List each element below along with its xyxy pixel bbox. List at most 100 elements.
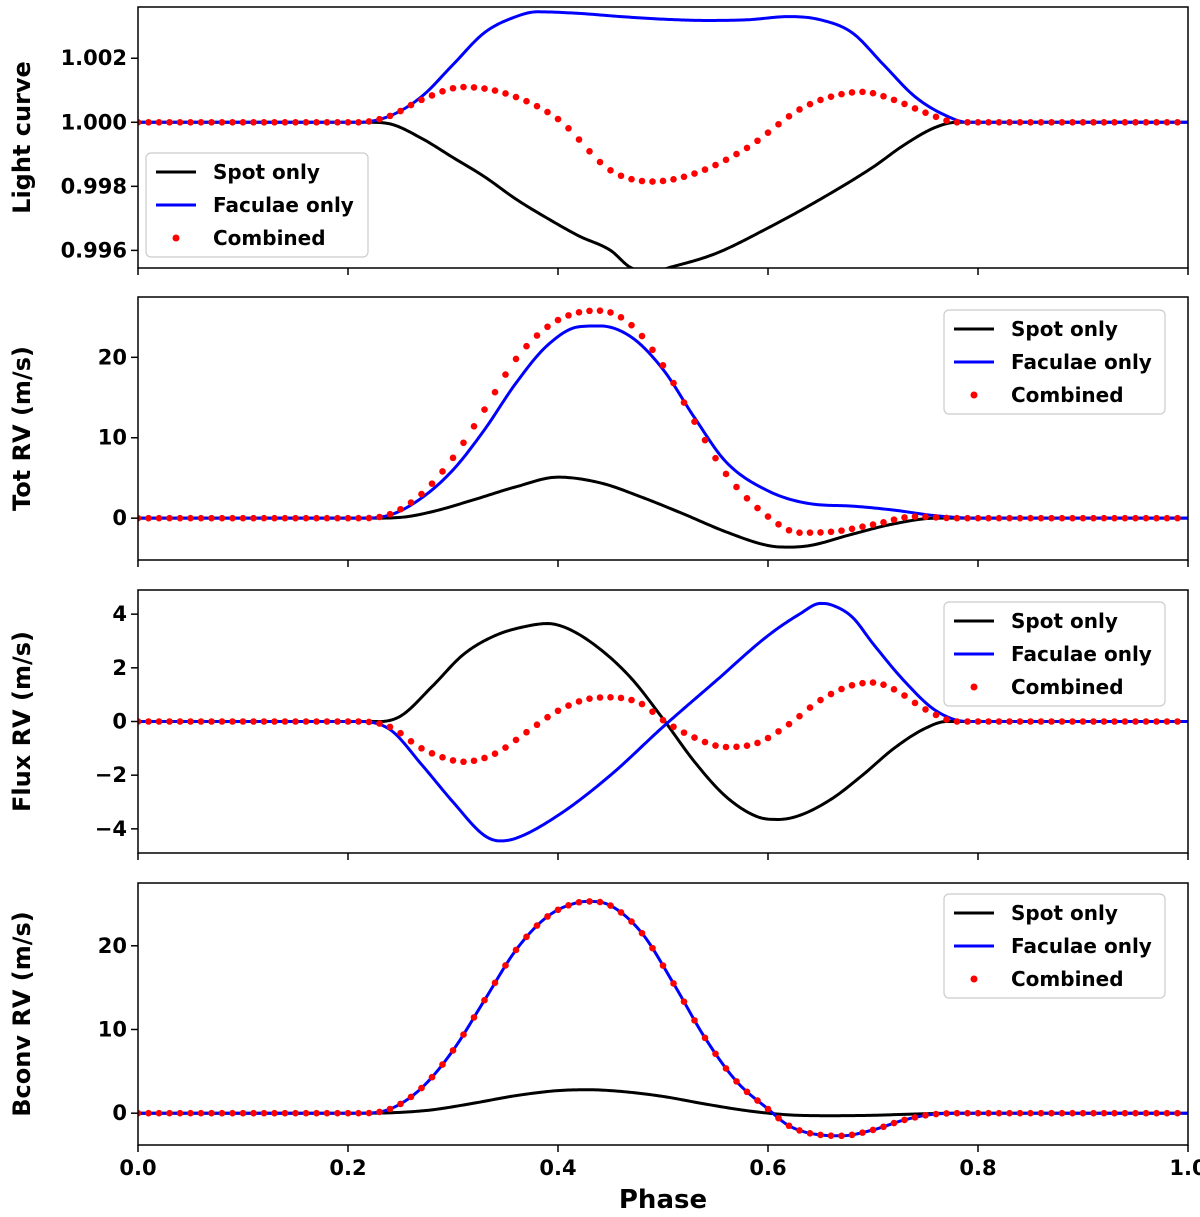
data-point-combined	[491, 750, 499, 757]
data-point-combined	[743, 144, 751, 152]
data-point-combined	[1048, 118, 1055, 126]
data-point-combined	[166, 718, 173, 725]
data-point-combined	[208, 118, 215, 126]
data-point-combined	[680, 998, 688, 1005]
legend-box	[145, 152, 369, 258]
y-tick-label: 1.002	[61, 46, 127, 70]
data-point-combined	[1142, 1109, 1150, 1117]
data-point-combined	[449, 84, 457, 92]
data-point-combined	[575, 136, 583, 143]
data-point-combined	[439, 1061, 446, 1068]
data-point-combined	[827, 93, 835, 100]
data-point-combined	[1111, 118, 1118, 126]
data-point-combined	[376, 720, 383, 727]
data-point-combined	[995, 1109, 1003, 1117]
data-point-combined	[733, 483, 740, 491]
data-point-combined	[890, 96, 898, 104]
data-point-combined	[1132, 514, 1139, 522]
data-point-combined	[901, 692, 908, 699]
data-point-combined	[323, 118, 331, 126]
data-point-combined	[869, 89, 877, 97]
data-point-combined	[1132, 118, 1139, 126]
data-point-combined	[890, 686, 898, 693]
data-point-combined	[607, 902, 614, 909]
data-point-combined	[796, 1127, 803, 1134]
data-point-combined	[292, 718, 299, 725]
data-point-combined	[1016, 514, 1024, 522]
data-point-combined	[292, 1109, 299, 1117]
data-point-combined	[166, 514, 173, 522]
data-point-combined	[187, 1109, 194, 1117]
data-point-combined	[208, 514, 215, 522]
data-point-combined	[1090, 1109, 1097, 1117]
data-point-combined	[659, 362, 667, 369]
data-point-combined	[817, 696, 824, 704]
data-point-combined	[1027, 1109, 1034, 1117]
data-point-combined	[943, 117, 950, 124]
data-point-combined	[1174, 514, 1181, 522]
legend-box	[943, 893, 1166, 999]
data-point-combined	[754, 1097, 761, 1104]
data-point-combined	[323, 718, 331, 725]
data-point-combined	[691, 418, 698, 425]
data-point-combined	[1079, 718, 1087, 725]
data-point-combined	[1174, 718, 1181, 725]
data-point-combined	[974, 1109, 982, 1117]
data-point-combined	[302, 514, 310, 522]
data-point-combined	[460, 758, 467, 766]
data-point-combined	[544, 323, 551, 331]
legend-label: Spot only	[213, 160, 320, 184]
data-point-combined	[691, 734, 698, 741]
data-point-combined	[638, 929, 646, 937]
legend-label: Spot only	[1011, 609, 1118, 633]
legend-label: Faculae only	[1011, 350, 1152, 374]
data-point-combined	[470, 84, 478, 91]
data-point-combined	[754, 739, 761, 747]
data-point-combined	[775, 120, 782, 128]
data-point-combined	[848, 681, 856, 689]
legend: Spot only Faculae only Combined	[145, 152, 369, 258]
data-point-combined	[1090, 118, 1097, 126]
data-point-combined	[953, 118, 961, 126]
data-point-combined	[428, 92, 436, 99]
data-point-combined	[1037, 514, 1045, 522]
data-point-combined	[1121, 718, 1129, 725]
legend-dot-swatch	[970, 391, 978, 399]
data-point-combined	[533, 721, 541, 729]
data-point-combined	[586, 695, 593, 702]
legend: Spot only Faculae only Combined	[943, 893, 1166, 999]
data-point-combined	[138, 1109, 142, 1117]
x-tick-label: 0.6	[749, 1156, 786, 1180]
data-point-combined	[533, 102, 541, 110]
data-point-combined	[628, 918, 635, 925]
data-point-combined	[764, 513, 772, 520]
data-point-combined	[628, 175, 635, 183]
data-point-combined	[1069, 514, 1076, 522]
data-point-combined	[817, 96, 824, 104]
legend: Spot only Faculae only Combined	[943, 601, 1166, 707]
panel-3: −4 −2 0 2 4 Flux RV (m/s) Spot only Faculae onl…	[8, 589, 1189, 860]
data-point-combined	[859, 1129, 866, 1136]
data-point-combined	[596, 158, 604, 166]
data-point-combined	[1006, 514, 1013, 522]
data-point-combined	[512, 946, 520, 954]
data-point-combined	[1111, 1109, 1118, 1117]
data-point-combined	[922, 513, 929, 521]
data-point-combined	[733, 150, 740, 158]
data-point-combined	[596, 694, 604, 701]
data-point-combined	[460, 83, 467, 91]
data-point-combined	[586, 898, 593, 905]
x-tick-label: 1.0	[1169, 1156, 1200, 1180]
data-point-combined	[1153, 514, 1160, 522]
data-point-combined	[1100, 514, 1108, 522]
data-point-combined	[1100, 118, 1108, 126]
data-point-combined	[565, 901, 572, 909]
data-point-combined	[250, 1109, 257, 1117]
data-point-combined	[659, 962, 667, 969]
data-point-combined	[565, 702, 572, 709]
data-point-combined	[649, 944, 656, 952]
y-axis-label: Tot RV (m/s)	[8, 346, 36, 511]
data-point-combined	[365, 514, 373, 522]
series-line-faculae-only	[138, 324, 1188, 520]
